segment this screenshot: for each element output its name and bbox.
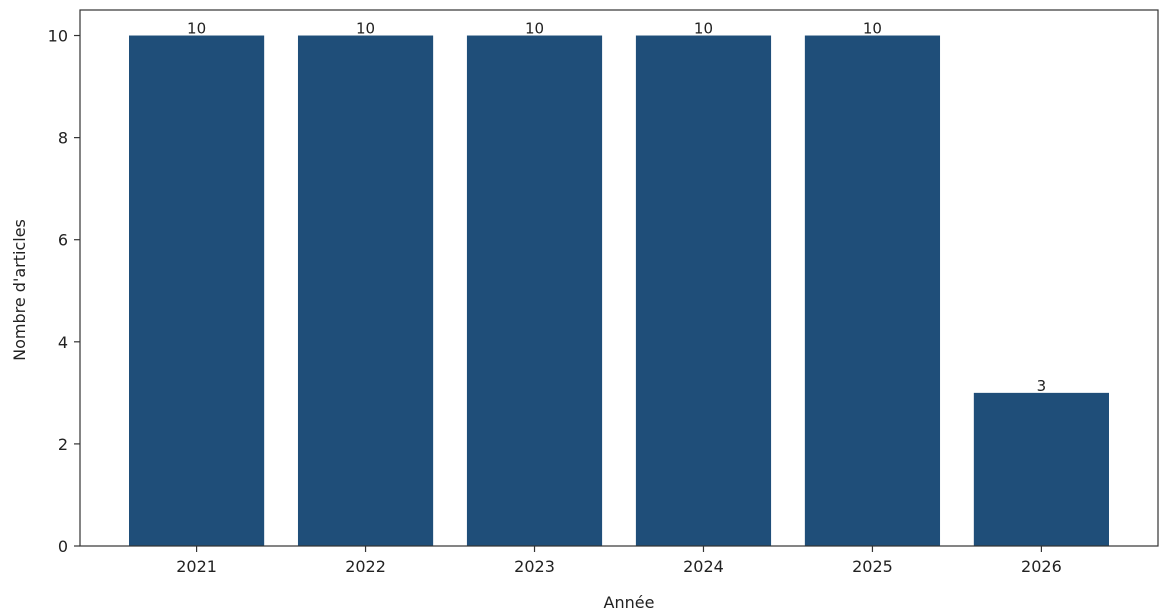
y-tick-label-10: 10 (48, 27, 68, 46)
x-tick-label-2026: 2026 (1021, 557, 1062, 576)
x-axis-ticks: 2021 2022 2023 2024 2025 2026 (176, 546, 1062, 576)
bar-2026 (973, 392, 1109, 546)
plot-frame (79, 9, 1159, 547)
axes-frame (79, 9, 1159, 547)
x-tick-label-2024: 2024 (683, 557, 724, 576)
bar-2023 (466, 35, 603, 547)
y-tick-label-8: 8 (58, 129, 68, 148)
bars-group (129, 35, 1109, 547)
x-axis-title: Année (604, 593, 655, 612)
bar-2022 (297, 35, 434, 547)
data-label-2023: 10 (525, 20, 544, 38)
data-label-2024: 10 (694, 20, 713, 38)
data-label-2026: 3 (1037, 377, 1047, 395)
x-tick-label-2022: 2022 (345, 557, 386, 576)
y-axis-title: Nombre d'articles (10, 219, 29, 361)
x-tick-label-2021: 2021 (176, 557, 217, 576)
y-tick-label-0: 0 (58, 537, 68, 556)
y-tick-label-2: 2 (58, 435, 68, 454)
bar-2021 (129, 35, 265, 547)
x-tick-label-2025: 2025 (852, 557, 893, 576)
data-label-2025: 10 (863, 20, 882, 38)
bar-2024 (635, 35, 772, 547)
y-tick-label-6: 6 (58, 231, 68, 250)
data-label-2022: 10 (356, 20, 375, 38)
y-tick-label-4: 4 (58, 333, 68, 352)
data-labels-group: 10 10 10 10 10 3 (187, 20, 1046, 395)
data-label-2021: 10 (187, 20, 206, 38)
bar-2025 (804, 35, 941, 547)
x-tick-label-2023: 2023 (514, 557, 555, 576)
y-axis-ticks: 0 2 4 6 8 10 (48, 27, 80, 556)
